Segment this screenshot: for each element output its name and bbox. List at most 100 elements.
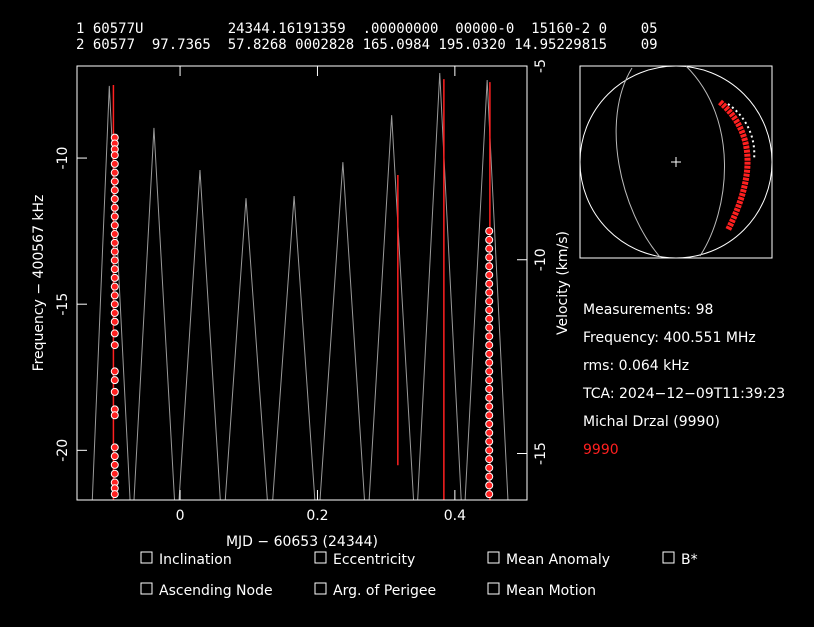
point [110,221,119,230]
y2-axis-label: Velocity (km/s) [555,231,571,335]
tca: TCA: 2024−12−09T11:39:23 [582,386,785,402]
checkbox-label[interactable]: Mean Anomaly [506,552,610,568]
point [110,203,119,212]
point [110,151,119,160]
observer: Michal Drzal (9990) [583,414,720,430]
point [485,428,494,437]
point [110,490,119,499]
point [110,469,119,478]
measurements: Measurements: 98 [583,302,713,318]
point [110,341,119,350]
point [485,332,494,341]
point [110,282,119,291]
y-axis-label: Frequency − 400567 kHz [31,195,47,372]
point [485,463,494,472]
checkbox[interactable] [487,551,500,564]
point [110,367,119,376]
checkbox[interactable] [140,551,153,564]
point [110,168,119,177]
point [110,308,119,317]
checkbox-label[interactable]: B* [681,552,698,568]
point [110,300,119,309]
point [110,177,119,186]
point [485,384,494,393]
plot-area [91,72,509,500]
point [110,238,119,247]
point [110,159,119,168]
checkbox[interactable] [314,551,327,564]
y-tick-label: -20 [55,439,71,462]
x-tick-label: 0.2 [306,508,328,524]
point [485,455,494,464]
point [110,452,119,461]
point [485,402,494,411]
point [110,387,119,396]
point [485,367,494,376]
site: 9990 [583,442,619,458]
point [110,247,119,256]
point [110,273,119,282]
point [110,291,119,300]
sky-plot [579,65,773,259]
point [485,446,494,455]
point [485,253,494,262]
point [485,279,494,288]
checkbox[interactable] [140,582,153,595]
point [110,230,119,239]
point [110,443,119,452]
point [110,265,119,274]
y2-tick-label: -10 [533,248,549,271]
point [485,227,494,236]
y-tick-label: -15 [55,293,71,316]
checkbox-label[interactable]: Mean Motion [506,583,596,599]
point [485,288,494,297]
point [485,420,494,429]
point [485,270,494,279]
point [485,472,494,481]
rms: rms: 0.064 kHz [583,358,689,374]
point [110,256,119,265]
point [110,317,119,326]
checkbox-label[interactable]: Eccentricity [333,552,415,568]
checkbox-label[interactable]: Ascending Node [159,583,273,599]
options: Inclination Eccentricity Mean Anomaly B* Asc… [140,551,698,599]
x-tick-label: 0 [176,508,185,524]
checkbox[interactable] [314,582,327,595]
y2-tick-label: -15 [533,442,549,465]
point [485,297,494,306]
checkbox[interactable] [487,582,500,595]
point [485,262,494,271]
point [485,341,494,350]
point [485,490,494,499]
checkbox-label[interactable]: Arg. of Perigee [333,583,436,599]
x-axis-label: MJD − 60653 (24344) [226,534,378,550]
model-curve [91,72,509,500]
y-tick-label: -10 [55,147,71,170]
checkbox[interactable] [662,551,675,564]
point [485,437,494,446]
point [485,306,494,315]
point [485,235,494,244]
x-tick-label: 0.4 [444,508,466,524]
point [485,244,494,253]
point [110,212,119,221]
point [110,376,119,385]
point [110,329,119,338]
point [110,460,119,469]
checkbox-label[interactable]: Inclination [159,552,232,568]
point [485,358,494,367]
point [485,393,494,402]
frequency: Frequency: 400.551 MHz [583,330,756,346]
point [485,314,494,323]
y2-tick-label: -5 [533,59,549,73]
tle-line-1: 1 60577U 24344.16191359 .00000000 00000-… [76,21,658,37]
point [485,411,494,420]
point [485,376,494,385]
point [485,323,494,332]
point [485,481,494,490]
point [110,186,119,195]
point [110,411,119,420]
point [110,194,119,203]
